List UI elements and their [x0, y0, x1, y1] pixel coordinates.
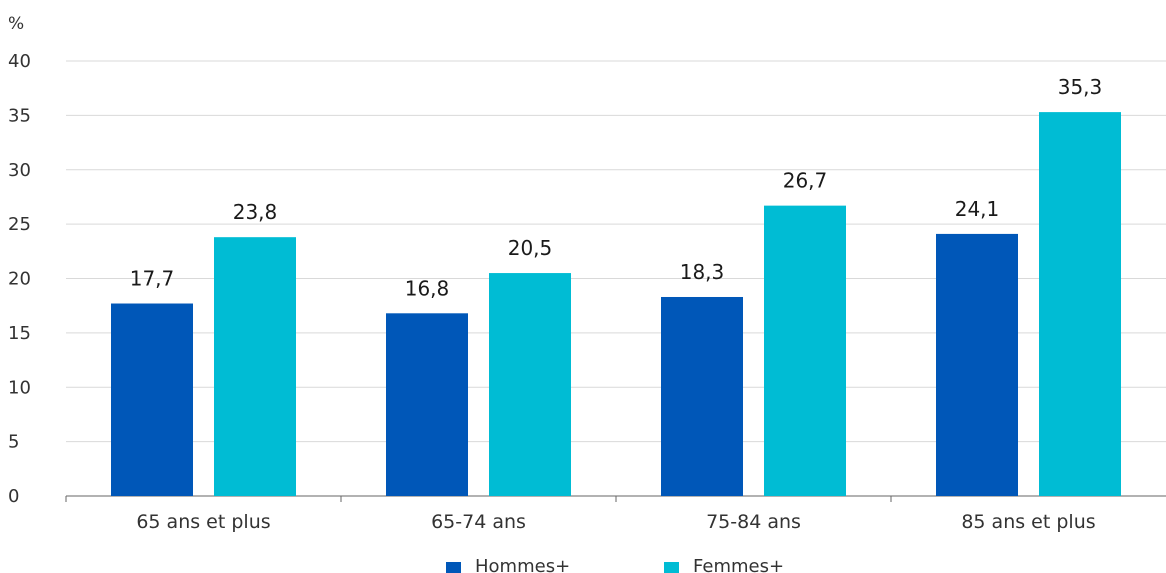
x-category-label: 75-84 ans [706, 511, 801, 533]
legend: Hommes+ Femmes+ [0, 552, 1166, 573]
bar-femmes [1039, 112, 1121, 497]
bar-value-label: 18,3 [680, 260, 725, 284]
y-tick-label: 15 [8, 323, 31, 344]
y-tick-label: 5 [8, 432, 19, 453]
y-tick-label: 20 [8, 269, 31, 290]
legend-label-hommes: Hommes+ [475, 556, 571, 573]
y-axis-unit-label: % [8, 14, 25, 34]
legend-swatch-femmes [664, 562, 679, 573]
bar-value-label: 24,1 [955, 197, 1000, 221]
bar-value-label: 17,7 [130, 267, 175, 291]
legend-swatch-hommes [446, 562, 461, 573]
bar-femmes [214, 237, 296, 497]
y-tick-label: 10 [8, 377, 31, 398]
x-category-label: 65-74 ans [431, 511, 526, 533]
y-tick-label: 25 [8, 214, 31, 235]
bar-value-label: 16,8 [405, 276, 450, 300]
bar-value-label: 23,8 [233, 200, 278, 224]
y-tick-label: 0 [8, 486, 19, 507]
bar-hommes [111, 303, 193, 496]
legend-item-femmes: Femmes+ [664, 556, 784, 573]
bar-femmes [489, 273, 571, 496]
y-tick-label: 30 [8, 160, 31, 181]
y-tick-label: 35 [8, 105, 31, 126]
bar-value-label: 26,7 [783, 169, 828, 193]
bar-value-label: 20,5 [508, 236, 553, 260]
y-tick-label: 40 [8, 51, 31, 72]
bar-femmes [764, 205, 846, 496]
x-category-label: 85 ans et plus [961, 511, 1095, 533]
legend-label-femmes: Femmes+ [693, 556, 785, 573]
bar-hommes [386, 313, 468, 496]
legend-item-hommes: Hommes+ [446, 556, 570, 573]
bar-value-label: 35,3 [1058, 75, 1103, 99]
x-category-label: 65 ans et plus [136, 511, 270, 533]
bar-hommes [936, 233, 1018, 496]
bar-hommes [661, 296, 743, 496]
